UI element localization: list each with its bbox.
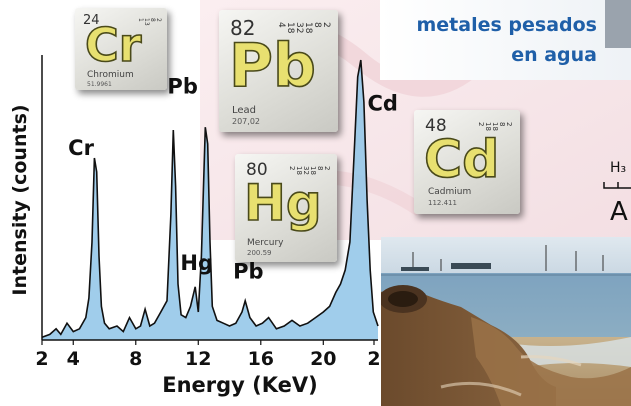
y-axis-label: Intensity (counts) [9,104,31,295]
peak-label: Cd [367,91,397,115]
element-number: 24 [83,13,100,28]
x-tick-label: 8 [129,348,142,370]
x-tick-label: 2 [367,348,380,370]
header-corner-block [605,0,631,48]
element-symbol: Pb [228,31,317,101]
element-name: Mercury [247,238,284,248]
header-banner [380,0,631,80]
plot-area [41,59,379,340]
x-axis-label: Energy (KeV) [162,373,318,397]
spectrum-line [41,59,379,338]
element-mass: 200.59 [247,249,272,257]
x-axis: 2 4 8 12 16 20 2 [35,55,381,370]
formula-text: H₃ [610,160,626,176]
x-tick-label: 12 [185,348,211,370]
x-tick-label: 2 [35,348,48,370]
header-title-line-1: metales pesados [416,14,598,36]
element-tile-chromium: 24 Cr 2 8 13 1 Chromium 51.9961 [75,8,167,90]
element-mass: 51.9961 [87,81,112,88]
element-symbol: Hg [243,174,322,232]
x-tick-label: 4 [67,348,80,370]
x-tick-label: 16 [248,348,274,370]
element-electron-shells: 2 8 18 32 18 2 [288,166,331,175]
x-tick-label: 20 [310,348,336,370]
element-tile-cadmium: 48 Cd 2 8 18 18 2 Cadmium 112.411 [414,110,520,214]
letter-fragment: A [610,197,628,227]
element-tile-mercury: 80 Hg 2 8 18 32 18 2 Mercury 200.59 [235,154,337,262]
element-electron-shells: 2 8 13 1 [137,18,162,26]
peak-label: Hg [180,251,213,275]
element-number: 80 [246,160,268,180]
peak-label: Pb [167,75,197,99]
peak-label: Cr [68,136,94,160]
side-formula-fragment: H₃ A [603,160,631,227]
peak-label: Pb [233,259,263,283]
header-title-line-2: en agua [511,44,597,66]
element-number: 48 [425,116,447,136]
spectrum-fill [42,60,378,340]
element-electron-shells: 2 8 18 32 18 4 [276,22,331,34]
element-symbol: Cr [84,18,142,72]
element-mass: 112.411 [428,199,457,207]
element-symbol: Cd [423,130,500,190]
peak-labels: Cr Pb Hg Pb Cd [68,75,398,284]
discharge-photo [381,237,631,406]
element-mass: 207,02 [232,117,260,126]
element-electron-shells: 2 8 18 18 2 [477,122,513,131]
element-number: 82 [230,16,256,40]
element-name: Lead [232,105,257,116]
element-tile-lead: 82 Pb 2 8 18 32 18 4 Lead 207,02 [219,10,338,132]
element-name: Chromium [87,70,134,80]
element-name: Cadmium [428,187,472,197]
